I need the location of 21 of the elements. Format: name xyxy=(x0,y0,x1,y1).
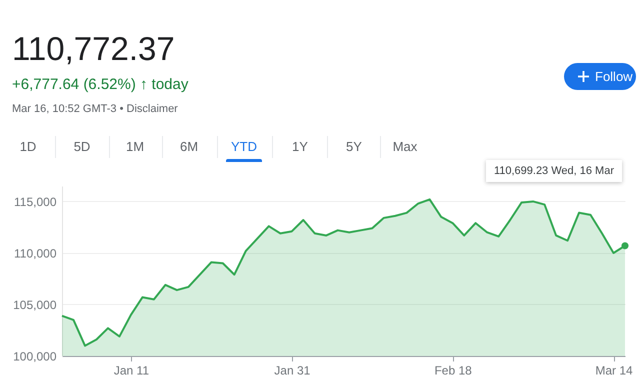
text: 6M xyxy=(178,139,200,154)
y-tick-label: 105,000 xyxy=(13,298,57,312)
text: 110,699.23 Wed, 16 Mar xyxy=(486,160,622,182)
text: Follow xyxy=(595,69,633,84)
text: Mar 16, 10:52 GMT-3 • Disclaimer xyxy=(12,103,178,115)
text: Max xyxy=(392,139,418,154)
chart-subtitle: +6,777.64 (6.52%) ↑ today xyxy=(12,76,188,93)
text: 5D xyxy=(72,139,92,154)
text: 1Y xyxy=(291,139,309,154)
y-tick-label: 115,000 xyxy=(14,194,57,209)
x-tick-label: Jan 11 xyxy=(114,364,150,378)
y-tick-label: 100,000 xyxy=(13,350,57,364)
text: 1D xyxy=(18,139,38,154)
x-tick-label: Feb 18 xyxy=(434,364,472,378)
x-tick-label: Mar 14 xyxy=(595,364,634,378)
x-tick-label: Jan 31 xyxy=(274,364,311,378)
text: YTD xyxy=(230,139,258,154)
text: 5Y xyxy=(345,139,363,154)
y-tick-label: 110,000 xyxy=(14,246,57,260)
chart-title: 110,772.37 xyxy=(12,30,175,68)
text: 1M xyxy=(124,139,146,154)
